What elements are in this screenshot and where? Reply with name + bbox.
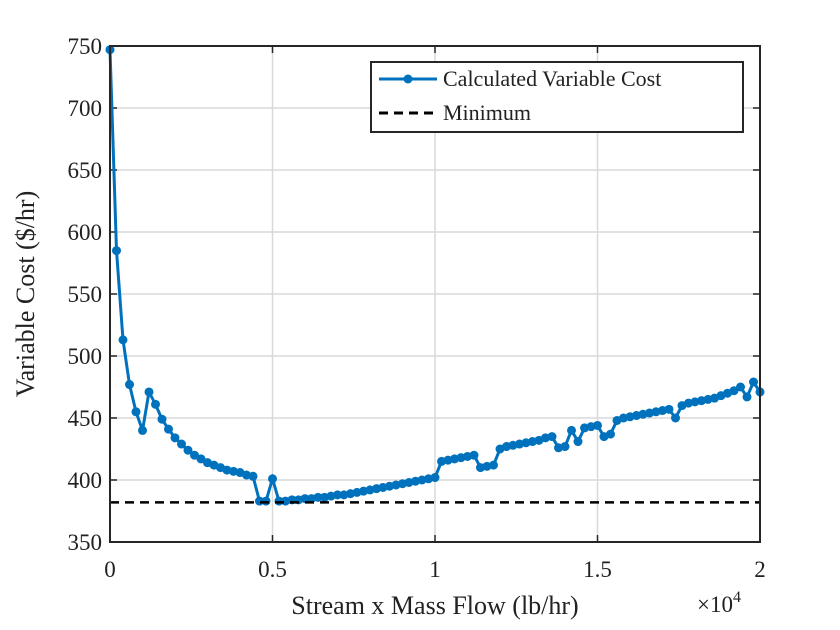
data-point xyxy=(664,404,674,414)
data-point xyxy=(157,414,167,424)
data-point xyxy=(736,382,745,392)
data-point xyxy=(164,424,173,434)
plot-frame xyxy=(109,45,761,543)
data-point xyxy=(125,380,134,390)
data-point xyxy=(573,437,583,447)
data-point xyxy=(547,432,557,442)
data-point xyxy=(489,460,498,470)
y-tick-label: 450 xyxy=(68,406,103,431)
x-multiplier-base: ×10 xyxy=(697,592,733,617)
data-point xyxy=(268,474,277,484)
data-point xyxy=(593,420,602,430)
y-tick-label: 600 xyxy=(68,220,103,245)
data-point xyxy=(144,387,154,397)
x-tick-label: 1 xyxy=(429,557,441,582)
data-point xyxy=(118,335,128,345)
data-point xyxy=(749,377,758,387)
legend-label: Minimum xyxy=(443,100,531,125)
data-point xyxy=(183,445,193,455)
data-point xyxy=(560,442,570,452)
legend-box xyxy=(370,61,744,133)
data-point xyxy=(300,494,310,504)
data-point xyxy=(248,471,258,481)
data-point xyxy=(469,450,479,460)
y-tick-label: 750 xyxy=(68,34,103,59)
x-tick-label: 1.5 xyxy=(583,557,612,582)
legend-marker xyxy=(403,74,413,84)
data-point xyxy=(333,490,342,500)
data-point xyxy=(170,433,180,443)
data-point xyxy=(671,413,680,423)
y-tick-label: 400 xyxy=(68,468,103,493)
data-point xyxy=(112,246,121,256)
data-point xyxy=(430,473,440,483)
y-tick-label: 700 xyxy=(68,96,103,121)
data-point xyxy=(567,425,576,435)
x-multiplier: ×104 xyxy=(697,589,741,617)
x-tick-label: 0.5 xyxy=(258,557,287,582)
x-axis-label: Stream x Mass Flow (lb/hr) xyxy=(291,591,578,620)
data-point xyxy=(151,399,160,409)
data-point xyxy=(606,429,615,439)
data-point xyxy=(177,439,186,449)
y-tick-label: 650 xyxy=(68,158,103,183)
y-axis-label: Variable Cost ($/hr) xyxy=(11,191,40,398)
y-tick-label: 500 xyxy=(68,344,103,369)
data-point xyxy=(742,392,752,402)
data-point xyxy=(131,407,141,417)
y-tick-label: 550 xyxy=(68,282,103,307)
x-tick-label: 2 xyxy=(754,557,766,582)
x-tick-label: 0 xyxy=(104,557,116,582)
legend-label: Calculated Variable Cost xyxy=(443,66,661,91)
data-point xyxy=(313,492,323,502)
x-multiplier-exponent: 4 xyxy=(733,589,741,606)
y-tick-label: 350 xyxy=(68,530,103,555)
data-point xyxy=(138,425,147,435)
